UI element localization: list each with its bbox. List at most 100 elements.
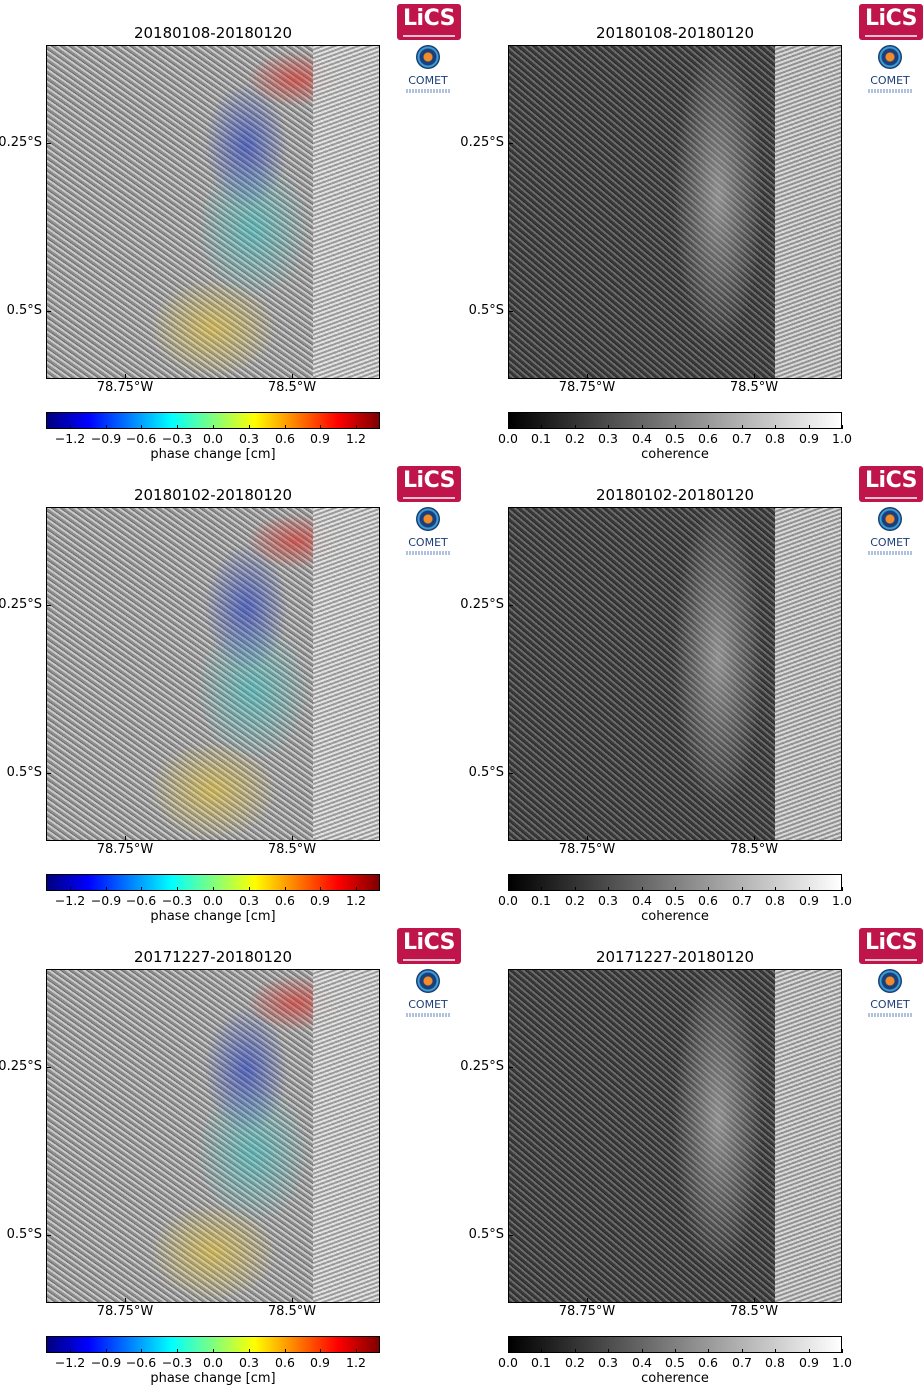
colorbar-tick [775,425,776,429]
colorbar-tick-label: 0.9 [310,431,330,446]
x-tick [125,836,126,841]
colorbar-tick [356,887,357,891]
colorbar-tick [742,425,743,429]
colorbar-caption: coherence [641,447,709,462]
coherence-map [508,45,842,379]
colorbar-tick [608,1349,609,1353]
colorbar-tick-label: 0.7 [732,431,752,446]
colorbar-tick-label: 0.6 [698,1355,718,1370]
colorbar-caption: phase change [cm] [150,447,276,462]
colorbar-tick [608,887,609,891]
colorbar-caption: coherence [641,1371,709,1386]
colorbar-tick [675,887,676,891]
y-tick [46,311,51,312]
y-tick-label: 0.5°S [6,1227,42,1242]
x-tick [587,836,588,841]
colorbar-tick-label: −0.6 [125,893,157,908]
colorbar-tick [320,425,321,429]
coherence-map [508,969,842,1303]
colorbar-tick [675,425,676,429]
colorbar-tick [842,425,843,429]
colorbar-tick-label: −1.2 [54,1355,86,1370]
colorbar-tick-label: 1.2 [346,1355,366,1370]
colorbar-tick-label: −0.9 [90,431,122,446]
lics-tagline [403,959,455,961]
lics-tagline [403,497,455,499]
phase-map-title: 20171227-20180120 [133,948,293,966]
lics-logo-text: LiCS [865,468,917,493]
colorbar-tick [285,887,286,891]
lics-logo-text: LiCS [865,930,917,955]
phase-map [46,969,380,1303]
colorbar-tick [106,1349,107,1353]
colorbar-tick [642,425,643,429]
colorbar-tick [575,1349,576,1353]
y-tick [508,605,513,606]
colorbar-tick-label: 0.6 [698,431,718,446]
hillshade-region [774,508,841,840]
coherence-map [508,507,842,841]
colorbar-tick-label: 0.8 [765,431,785,446]
x-tick [587,374,588,379]
colorbar-tick-label: 0.5 [665,431,685,446]
colorbar-tick [708,1349,709,1353]
colorbar-tick [177,887,178,891]
lics-tagline [865,959,917,961]
x-tick-label: 78.75°W [96,380,154,395]
y-tick-label: 0.25°S [460,1059,504,1074]
coherence-map-title: 20171227-20180120 [595,948,755,966]
colorbar-tick-label: 0.2 [565,893,585,908]
colorbar-tick-label: −0.6 [125,431,157,446]
colorbar-tick [141,425,142,429]
colorbar-tick-label: 1.2 [346,431,366,446]
comet-globe-icon [878,45,902,69]
colorbar-tick-label: 0.3 [239,1355,259,1370]
colorbar-tick-label: 0.8 [765,893,785,908]
lics-tagline [403,35,455,37]
x-tick-label: 78.5°W [729,380,779,395]
x-tick [754,374,755,379]
x-tick [125,374,126,379]
colorbar-tick [642,887,643,891]
colorbar-tick-label: 0.6 [275,893,295,908]
x-tick-label: 78.75°W [96,1304,154,1319]
lics-logo: LiCS [397,466,461,502]
x-tick-label: 78.75°W [96,842,154,857]
x-tick [754,1298,755,1303]
lics-logo-text: LiCS [865,6,917,31]
comet-logo-text: COMET [408,536,448,549]
colorbar-tick-label: 0.4 [632,893,652,908]
colorbar-tick-label: −1.2 [54,893,86,908]
phase-map [46,45,380,379]
colorbar-tick-label: 0.7 [732,1355,752,1370]
colorbar-tick-label: 0.1 [531,431,551,446]
colorbar-tick-label: −0.9 [90,1355,122,1370]
colorbar-tick-label: 0.9 [310,1355,330,1370]
colorbar-tick [575,887,576,891]
colorbar-tick [285,1349,286,1353]
colorbar-tick [708,887,709,891]
colorbar-tick [742,1349,743,1353]
y-tick-label: 0.25°S [0,135,42,150]
x-tick-label: 78.75°W [558,1304,616,1319]
colorbar-tick [742,887,743,891]
x-tick [587,1298,588,1303]
colorbar-tick-label: 0.5 [665,1355,685,1370]
colorbar-tick-label: 0.4 [632,1355,652,1370]
y-tick-label: 0.5°S [6,765,42,780]
colorbar-tick [249,887,250,891]
colorbar-tick [508,1349,509,1353]
comet-tagline [868,89,912,93]
colorbar-tick-label: 0.1 [531,893,551,908]
comet-globe-icon [416,45,440,69]
colorbar-tick-label: −0.3 [161,893,193,908]
colorbar-tick-label: 0.2 [565,431,585,446]
colorbar-tick-label: 0.3 [598,431,618,446]
colorbar-tick-label: −1.2 [54,431,86,446]
x-tick-label: 78.5°W [267,380,317,395]
lics-logo: LiCS [397,928,461,964]
colorbar-tick-label: 1.0 [832,893,852,908]
colorbar-tick [141,1349,142,1353]
colorbar-tick-label: 0.5 [665,893,685,908]
comet-globe-icon [878,969,902,993]
